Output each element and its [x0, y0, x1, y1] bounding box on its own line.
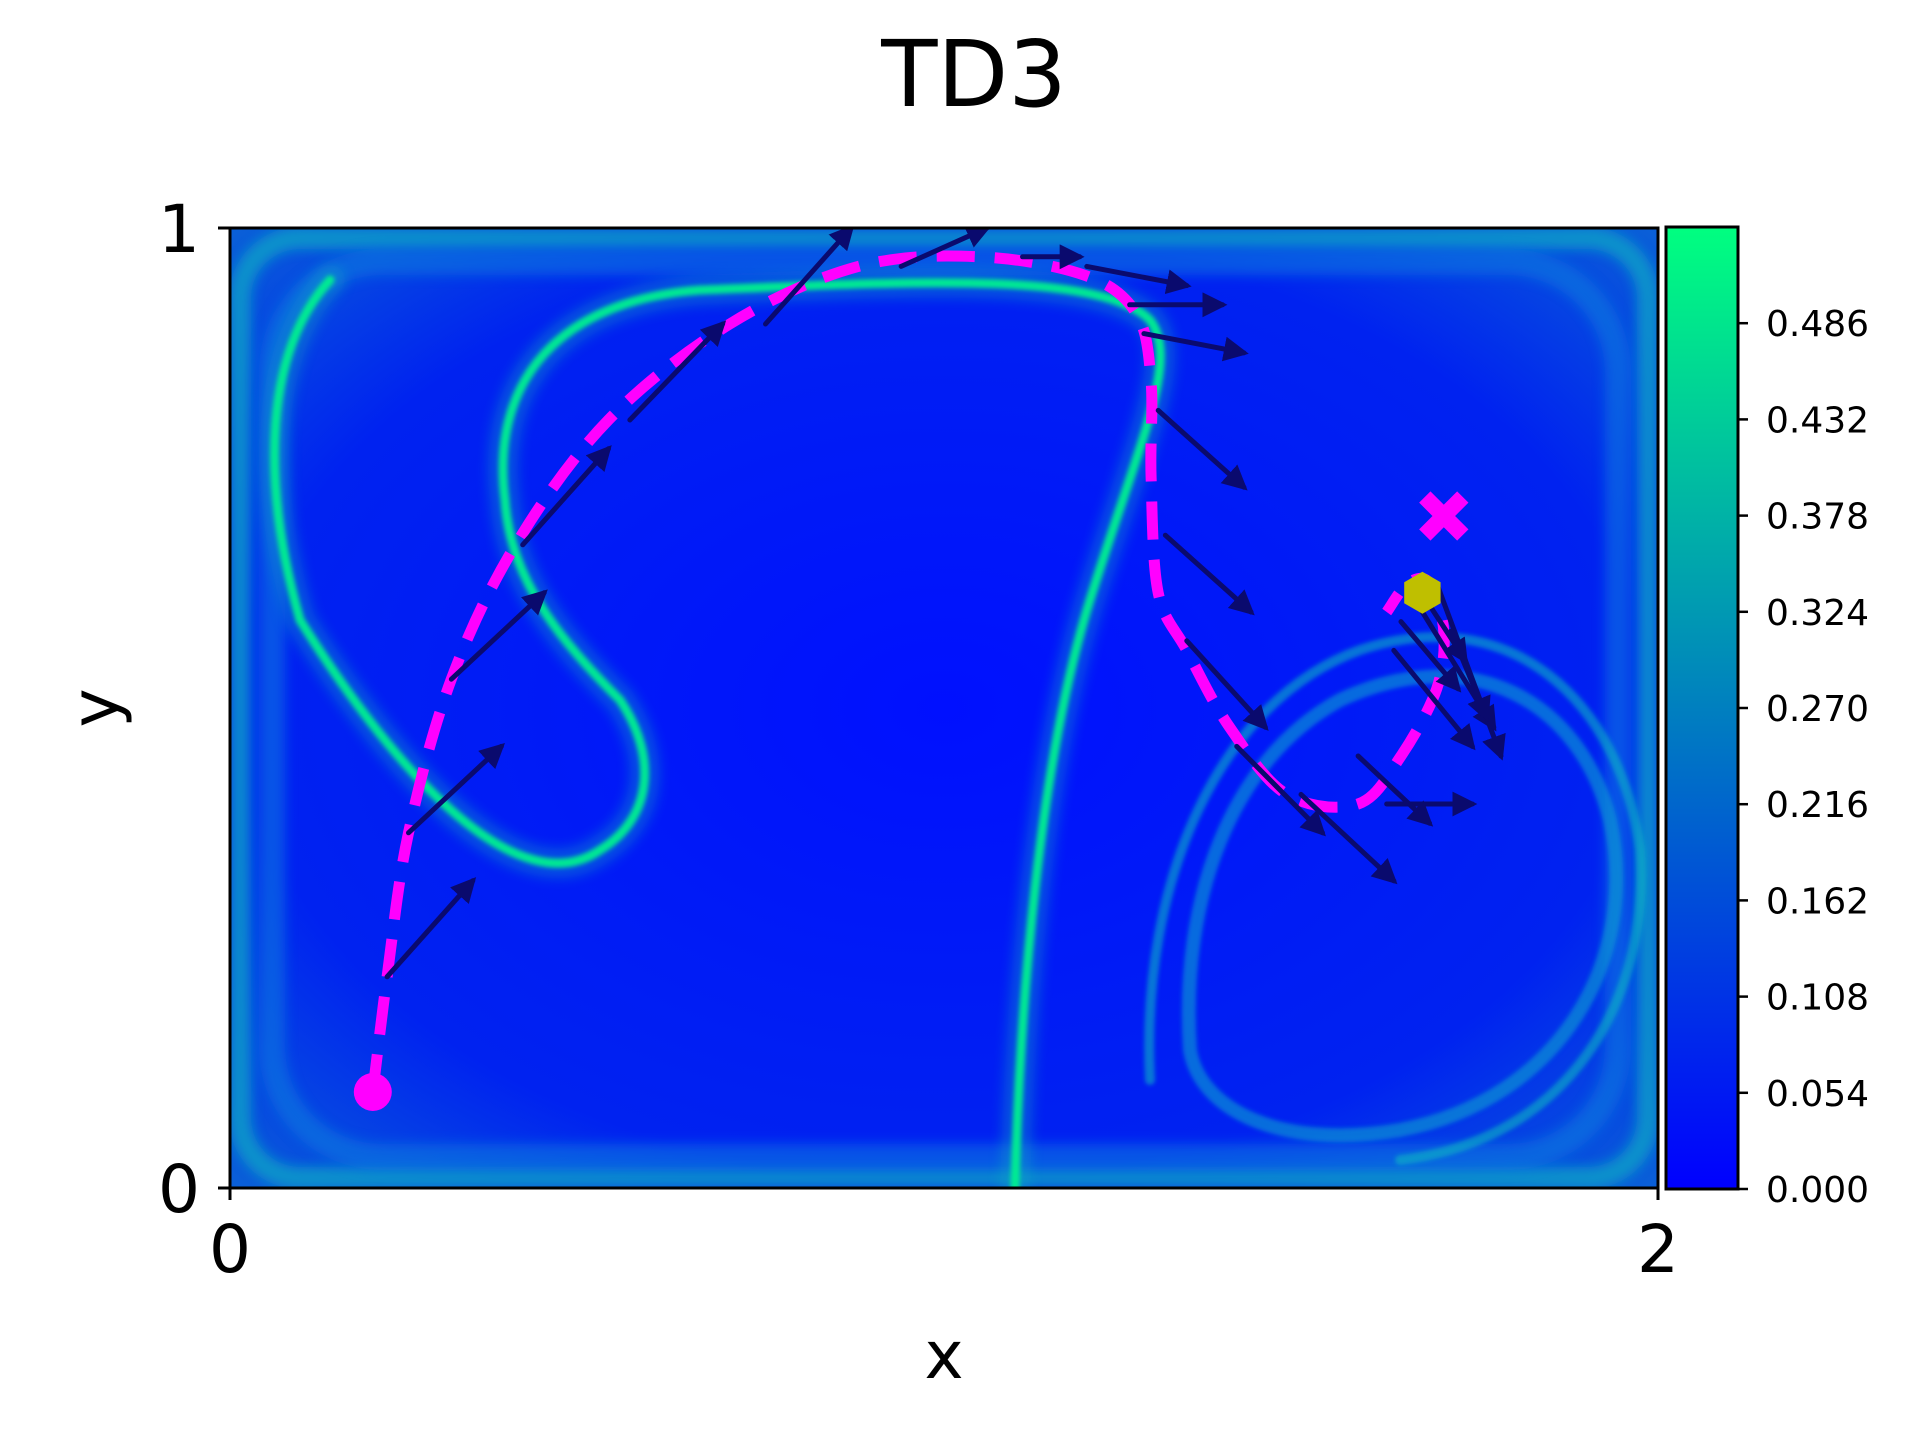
heatmap-background	[230, 228, 1658, 1188]
target-marker	[1419, 491, 1469, 541]
colorbar-tick-label: 0.000	[1766, 1170, 1869, 1211]
velocity-arrow-18	[1355, 753, 1434, 827]
velocity-arrow-1	[384, 877, 477, 980]
colorbar: 0.000 0.054 0.108 0.162 0.216 0.270 0.324 0.378…	[1664, 225, 1869, 1211]
chart-title: TD3	[880, 21, 1067, 128]
trajectory-line	[367, 250, 1450, 1093]
velocity-arrow-22	[1398, 619, 1462, 693]
colorbar-tick-label: 0.378	[1766, 497, 1869, 538]
colorbar-tick-label: 0.432	[1766, 400, 1869, 441]
x-tick-label: 0	[209, 1211, 251, 1288]
y-ticks: 01	[158, 191, 230, 1228]
colorbar-tick-label: 0.054	[1766, 1074, 1869, 1115]
velocity-arrow-11	[1141, 331, 1249, 362]
velocity-arrow-9	[1084, 263, 1192, 295]
velocity-arrow-16	[1298, 791, 1398, 885]
colorbar-tick-label: 0.216	[1766, 785, 1869, 826]
end-marker	[1404, 571, 1441, 614]
velocity-arrow-2	[406, 742, 505, 836]
velocity-arrow-3	[448, 589, 548, 682]
velocity-arrow-5	[627, 320, 727, 423]
colorbar-tick-label: 0.324	[1766, 593, 1869, 634]
velocity-arrows	[384, 228, 1506, 980]
colorbar-tick-label: 0.486	[1766, 304, 1869, 345]
start-marker	[353, 1073, 392, 1111]
velocity-arrow-15	[1234, 743, 1326, 837]
colorbar-tick-label: 0.270	[1766, 689, 1869, 730]
velocity-arrow-4	[520, 445, 612, 548]
colorbar-ticks: 0.000 0.054 0.108 0.162 0.216 0.270 0.324 0.378…	[1738, 304, 1869, 1211]
colorbar-tick-label: 0.162	[1766, 881, 1869, 922]
heatmap-field	[230, 228, 1658, 1188]
x-tick-label: 2	[1637, 1211, 1679, 1288]
velocity-arrow-12	[1155, 407, 1248, 491]
y-tick-label: 0	[158, 1151, 200, 1228]
velocity-arrow-6	[763, 228, 855, 327]
colorbar-gradient	[1664, 225, 1740, 1191]
y-tick-label: 1	[158, 191, 200, 268]
heatmap-ridges	[230, 228, 1658, 1188]
velocity-arrow-13	[1162, 532, 1255, 616]
colorbar-tick-label: 0.108	[1766, 978, 1869, 1019]
velocity-arrow-7	[898, 228, 992, 269]
trajectory-markers	[353, 491, 1469, 1111]
velocity-arrow-24	[1391, 647, 1476, 751]
x-axis-title: x	[924, 1317, 963, 1394]
velocity-arrow-14	[1184, 638, 1269, 731]
y-axis-title: y	[57, 688, 134, 727]
plot-frame	[228, 226, 1660, 1190]
